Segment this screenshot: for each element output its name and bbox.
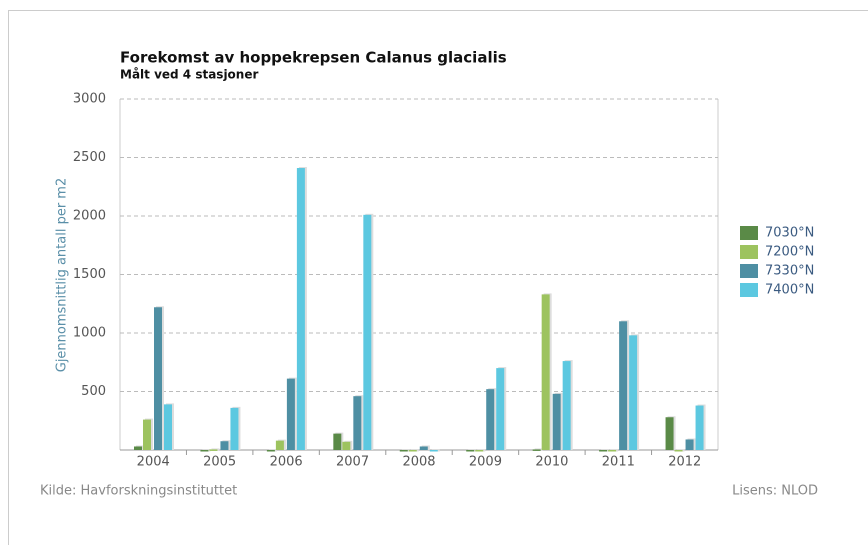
bar bbox=[619, 321, 628, 450]
legend-swatch bbox=[740, 226, 758, 240]
chart-title: Forekomst av hoppekrepsen Calanus glacia… bbox=[120, 49, 507, 67]
y-axis-label: Gjennomsnittlig antall per m2 bbox=[55, 178, 70, 373]
bar bbox=[200, 450, 209, 452]
bar bbox=[408, 450, 417, 452]
bar bbox=[552, 393, 561, 450]
bar bbox=[164, 404, 172, 450]
legend-swatch bbox=[740, 283, 758, 297]
bar bbox=[532, 449, 541, 451]
y-tick-label: 2500 bbox=[73, 150, 106, 165]
x-tick-label: 2012 bbox=[668, 455, 701, 470]
bar bbox=[286, 378, 295, 450]
x-tick-label: 2010 bbox=[535, 455, 568, 470]
legend-label: 7200°N bbox=[765, 245, 814, 260]
bar bbox=[685, 439, 694, 450]
y-tick-label: 1500 bbox=[73, 267, 106, 282]
legend-label: 7330°N bbox=[765, 264, 814, 279]
bar bbox=[275, 440, 284, 450]
frame bbox=[8, 10, 868, 545]
chart-subtitle: Målt ved 4 stasjoner bbox=[120, 68, 258, 82]
bar bbox=[486, 389, 495, 450]
bar bbox=[220, 441, 229, 450]
x-tick-label: 2011 bbox=[602, 455, 635, 470]
x-tick-label: 2007 bbox=[336, 455, 369, 470]
legend-label: 7400°N bbox=[765, 283, 814, 298]
legend-swatch bbox=[740, 245, 758, 259]
bar bbox=[629, 335, 638, 450]
bar bbox=[143, 419, 151, 450]
y-tick-label: 2000 bbox=[73, 209, 106, 224]
bar bbox=[134, 446, 142, 450]
bar bbox=[466, 450, 475, 452]
source: Kilde: Havforskningsinstituttet bbox=[40, 484, 237, 499]
y-tick-label: 500 bbox=[81, 384, 106, 399]
bar bbox=[342, 441, 351, 450]
bar bbox=[333, 433, 342, 450]
bar bbox=[399, 450, 408, 452]
bar bbox=[674, 450, 683, 452]
bar bbox=[475, 450, 484, 452]
y-tick-label: 3000 bbox=[73, 92, 106, 107]
bar bbox=[296, 168, 305, 450]
bar bbox=[599, 450, 608, 452]
bar bbox=[608, 450, 617, 452]
x-tick-label: 2005 bbox=[203, 455, 236, 470]
bar bbox=[353, 396, 362, 450]
x-tick-label: 2008 bbox=[402, 455, 435, 470]
bar bbox=[419, 446, 428, 450]
bar bbox=[230, 407, 239, 450]
bar bbox=[209, 449, 218, 451]
license: Lisens: NLOD bbox=[732, 484, 818, 499]
x-tick-label: 2006 bbox=[270, 455, 303, 470]
bar bbox=[266, 450, 275, 452]
bar bbox=[429, 450, 438, 452]
bar bbox=[562, 361, 571, 450]
legend-swatch bbox=[740, 264, 758, 278]
x-tick-label: 2004 bbox=[137, 455, 170, 470]
bar bbox=[363, 214, 372, 450]
y-tick-label: 1000 bbox=[73, 326, 106, 341]
legend-label: 7030°N bbox=[765, 226, 814, 241]
x-tick-label: 2009 bbox=[469, 455, 502, 470]
bar bbox=[154, 307, 162, 450]
bar bbox=[496, 368, 505, 450]
bar bbox=[695, 405, 704, 450]
bar bbox=[665, 417, 674, 450]
bar bbox=[541, 294, 550, 450]
